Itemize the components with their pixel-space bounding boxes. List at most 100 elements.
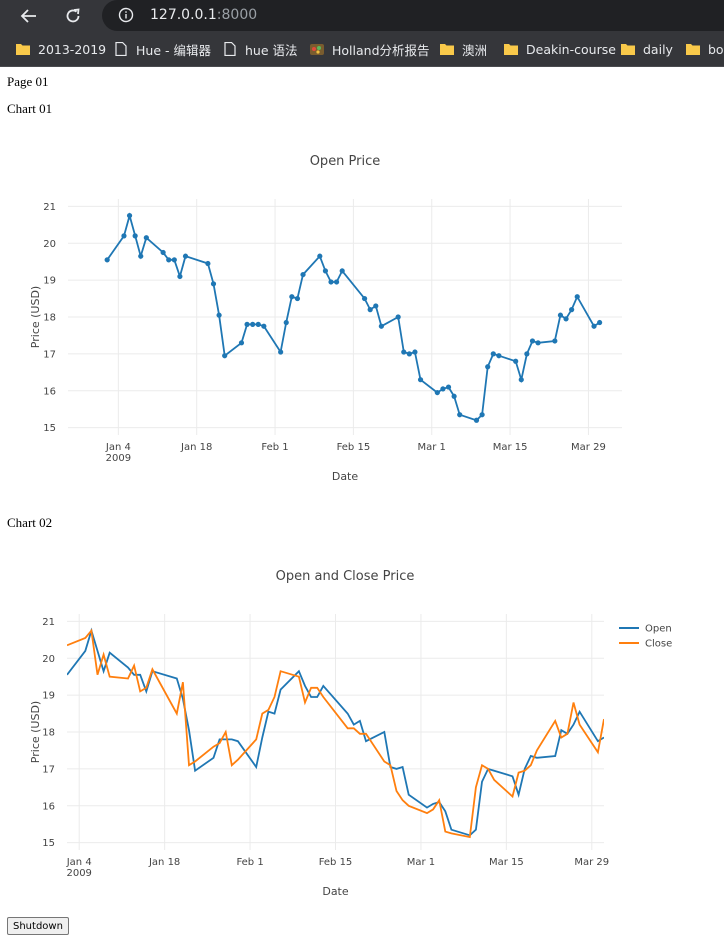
bookmark-2013-2019[interactable]: 2013-2019 <box>15 40 106 58</box>
bookmark-hue-syntax[interactable]: hue 语法 <box>222 40 298 58</box>
data-point <box>238 340 245 346</box>
data-point <box>574 294 580 300</box>
bookmark-label: Deakin-course <box>526 41 616 57</box>
data-point <box>457 412 463 418</box>
y-tick-label: 17 <box>42 764 55 775</box>
folder-icon <box>686 44 700 55</box>
data-point <box>261 323 267 329</box>
data-point <box>445 384 452 390</box>
data-point <box>283 319 289 326</box>
address-bar[interactable] <box>102 0 724 31</box>
data-point <box>440 386 446 392</box>
data-point <box>473 417 480 423</box>
data-point <box>367 307 373 313</box>
y-tick-label: 16 <box>43 386 56 397</box>
x-tick-label: Jan 4 <box>66 857 92 868</box>
data-point <box>479 412 485 418</box>
data-point <box>535 340 541 346</box>
data-point <box>490 351 496 357</box>
data-point <box>378 323 384 329</box>
app-icon <box>310 44 324 55</box>
bookmark-hue-editor[interactable]: Hue - 编辑器 <box>113 40 211 58</box>
data-point <box>160 249 166 256</box>
data-point <box>250 321 256 327</box>
data-point <box>395 314 401 320</box>
data-point <box>557 312 564 318</box>
data-point <box>289 294 295 300</box>
data-point <box>177 273 183 280</box>
y-axis-title: Price (USD) <box>29 701 42 763</box>
bookmark-daily[interactable]: daily <box>620 40 673 58</box>
data-point <box>210 281 217 287</box>
data-point <box>412 349 418 355</box>
x-tick-label: Mar 29 <box>571 442 606 453</box>
data-point <box>417 377 424 383</box>
reload-icon[interactable] <box>61 4 85 28</box>
data-point <box>597 319 603 326</box>
url-host: 127.0.0.1 <box>150 7 217 23</box>
data-point <box>222 353 228 359</box>
browser-toolbar: 127.0.0.1:8000 <box>0 0 724 32</box>
data-point <box>121 233 127 239</box>
data-point <box>373 303 379 309</box>
bookmark-label: daily <box>643 41 673 57</box>
x-tick-label: Mar 1 <box>418 442 446 453</box>
data-point <box>244 321 250 327</box>
data-point <box>205 260 211 267</box>
bookmark-holland-report[interactable]: Holland分析报告 <box>309 40 430 58</box>
x-tick-label: Mar 29 <box>574 857 609 868</box>
chart-title: Open and Close Price <box>276 569 415 584</box>
x-tick-label: Mar 1 <box>407 857 435 868</box>
data-point <box>569 307 575 313</box>
data-point <box>216 312 222 318</box>
back-arrow-icon[interactable] <box>17 4 41 28</box>
url-port: :8000 <box>216 7 258 23</box>
bookmark-label: 澳洲 <box>462 42 488 58</box>
x-tick-label: Mar 15 <box>493 442 528 453</box>
x-tick-label: Jan 4 <box>105 442 131 453</box>
x-axis-title: Date <box>332 470 359 483</box>
data-point <box>513 358 519 364</box>
chart2-label: Chart 02 <box>7 515 53 530</box>
data-point <box>518 377 524 383</box>
y-tick-label: 17 <box>43 349 56 360</box>
document-icon <box>115 42 127 56</box>
data-point <box>496 353 502 359</box>
bookmark-label: Holland分析报告 <box>332 42 430 58</box>
chart-title: Open Price <box>310 154 381 169</box>
chart1-label: Chart 01 <box>7 101 53 116</box>
data-point <box>317 253 323 259</box>
y-tick-label: 16 <box>42 801 55 812</box>
y-axis-title: Price (USD) <box>29 286 42 348</box>
data-point <box>322 268 329 274</box>
x-tick-label: Feb 15 <box>319 857 353 868</box>
bookmark-deakin-course[interactable]: Deakin-course <box>503 40 616 58</box>
x-axis-title: Date <box>322 885 349 898</box>
data-point <box>563 316 569 322</box>
bookmark-australia[interactable]: 澳洲 <box>439 40 487 58</box>
data-point <box>166 257 172 263</box>
y-tick-label: 19 <box>43 276 56 287</box>
shutdown-button[interactable]: Shutdown <box>7 917 69 935</box>
data-point <box>485 364 491 370</box>
data-point <box>361 295 368 302</box>
data-point <box>434 389 440 396</box>
legend-label: Close <box>645 639 672 650</box>
bookmarks-bar: 2013-2019 Hue - 编辑器 hue 语法 Holland分析报告 澳… <box>0 32 724 67</box>
plot-area <box>104 212 603 423</box>
bookmark-bo[interactable]: bo <box>685 40 724 58</box>
data-point <box>278 349 284 355</box>
data-point <box>591 323 597 329</box>
info-icon[interactable] <box>118 7 134 27</box>
x-tick-label: Jan 18 <box>180 442 212 453</box>
data-point <box>132 233 138 239</box>
data-point <box>171 257 177 263</box>
data-point <box>334 279 340 285</box>
x-tick-label: 2009 <box>106 453 131 464</box>
url-text[interactable]: 127.0.0.1:8000 <box>150 7 257 23</box>
folder-icon <box>621 44 635 55</box>
open-close-price-chart: Open and Close Price 15 16 17 18 19 20 21 Jan 42… <box>29 569 672 898</box>
y-tick-label: 18 <box>43 313 56 324</box>
data-point <box>143 235 149 241</box>
data-point <box>126 212 133 219</box>
